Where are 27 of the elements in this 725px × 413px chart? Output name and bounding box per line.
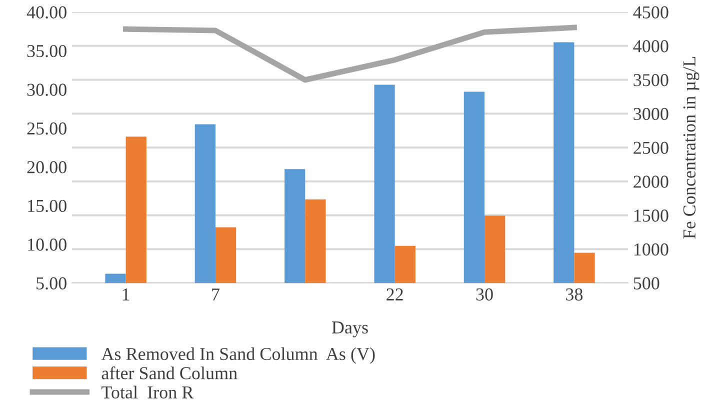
- y2-tick-label: 3500: [634, 74, 668, 86]
- y-tick-label: 35.00: [27, 44, 66, 58]
- y-tick-label: 10.00: [28, 238, 66, 251]
- y2-tick-label: 2500: [634, 142, 668, 154]
- y2-tick-label: 2000: [634, 176, 668, 188]
- y-tick-label: 40.00: [26, 6, 66, 19]
- x-axis-title: Days: [332, 322, 368, 338]
- x-tick-label: 1: [122, 288, 130, 300]
- y-tick-label: 30.00: [27, 84, 66, 96]
- y2-axis-title: Fe Concentration in µg/L: [683, 56, 700, 239]
- y2-tick-label: 1000: [634, 243, 668, 256]
- y-tick-label: 20.00: [27, 161, 66, 174]
- x-tick-label: 38: [566, 288, 583, 301]
- legend-label: As Removed In Sand Column As (V): [101, 347, 375, 364]
- y2-tick-label: 500: [634, 277, 660, 290]
- legend-label: after Sand Column: [102, 366, 238, 380]
- x-tick-label: 22: [386, 288, 403, 300]
- y-tick-label: 5.00: [36, 277, 66, 290]
- y-tick-label: 25.00: [27, 122, 66, 135]
- y2-tick-label: 1500: [634, 210, 668, 222]
- x-tick-label: 30: [476, 288, 493, 301]
- y2-tick-label: 4500: [633, 6, 668, 18]
- y2-tick-label: 4000: [633, 40, 668, 52]
- legend-label: Total Iron R: [102, 386, 194, 398]
- y2-tick-label: 3000: [634, 108, 668, 120]
- x-tick-label: 7: [212, 288, 220, 300]
- y-tick-label: 15.00: [28, 200, 66, 212]
